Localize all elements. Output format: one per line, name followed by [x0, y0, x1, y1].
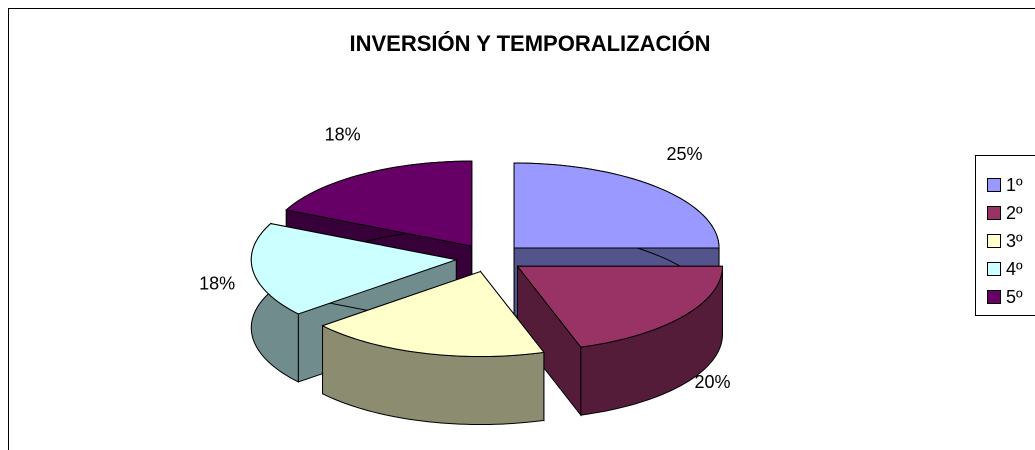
legend-label: 1º	[1006, 175, 1023, 195]
chart-title: INVERSIÓN Y TEMPORALIZACIÓN	[349, 31, 710, 56]
data-label: 18%	[325, 124, 361, 144]
legend	[975, 155, 1035, 316]
slice	[285, 160, 473, 247]
chart-frame	[8, 8, 1035, 450]
legend-label: 4º	[1006, 259, 1023, 279]
data-label: 20%	[694, 372, 730, 392]
slice	[513, 162, 720, 249]
slice	[250, 223, 459, 315]
legend-label: 2º	[1006, 203, 1023, 223]
legend-label: 5º	[1006, 287, 1023, 307]
legend-swatch	[987, 234, 1001, 248]
slice	[321, 270, 545, 358]
data-label: 18%	[199, 273, 235, 293]
legend-label: 3º	[1006, 231, 1023, 251]
data-label: 25%	[666, 144, 702, 164]
legend-swatch	[987, 290, 1001, 304]
slice	[516, 265, 724, 348]
legend-swatch	[987, 206, 1001, 220]
legend-swatch	[987, 262, 1001, 276]
legend-swatch	[987, 178, 1001, 192]
